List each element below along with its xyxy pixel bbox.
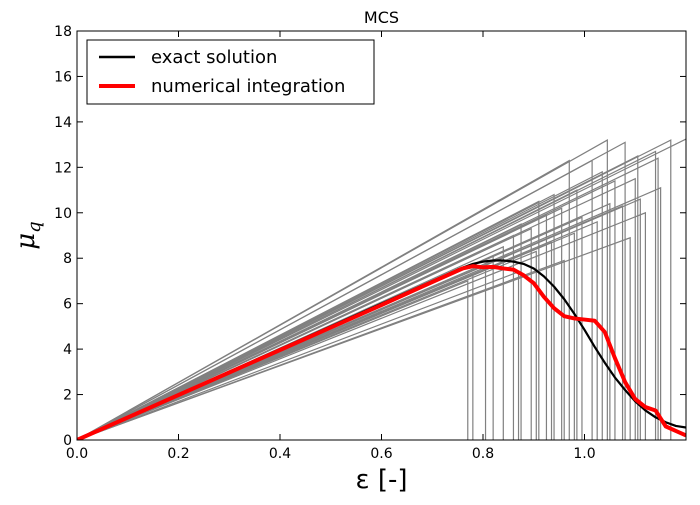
sample-line: [77, 200, 540, 440]
y-axis-label-group: μq: [11, 221, 45, 249]
x-tick-label: 0.2: [167, 446, 189, 462]
x-tick-label: 0.8: [472, 446, 494, 462]
y-tick-label: 2: [63, 388, 72, 404]
x-tick-label: 0.6: [370, 446, 392, 462]
sample-line: [77, 273, 474, 440]
x-tick-label: 1.0: [573, 446, 595, 462]
x-tick-label: 0.0: [66, 446, 88, 462]
y-tick-label: 16: [54, 69, 72, 85]
axis-ticks: 0.0 0.2 0.4 0.6 0.8 1.0 0 2 4 6 8 10 12 14 16 18: [54, 24, 686, 462]
x-tick-label: 0.4: [269, 446, 291, 462]
sample-line: [77, 234, 515, 440]
y-tick-label: 0: [63, 433, 72, 449]
x-axis-label: ε [-]: [356, 465, 408, 495]
y-tick-label: 14: [54, 115, 72, 131]
y-axis-label-main: μ: [11, 233, 41, 250]
y-tick-label: 10: [54, 206, 72, 222]
y-tick-label: 6: [63, 297, 72, 313]
chart-title: MCS: [364, 8, 399, 27]
y-tick-label: 12: [54, 160, 72, 176]
y-axis-label: μq: [11, 221, 45, 249]
y-tick-label: 4: [63, 342, 72, 358]
y-axis-label-subscript: q: [24, 221, 45, 233]
legend-box: [86, 39, 375, 105]
y-tick-label: 18: [54, 24, 72, 40]
sample-line: [77, 259, 565, 440]
series-line-numerical-integration: [77, 264, 686, 440]
sample-line: [77, 214, 548, 440]
series-lines: [77, 259, 686, 440]
sample-line: [77, 205, 624, 440]
sample-line: [77, 211, 647, 440]
sample-line: [77, 154, 639, 440]
sample-line: [77, 138, 686, 440]
sample-line: [77, 170, 603, 440]
sample-line: [77, 159, 593, 440]
legend: exact solution numerical integration: [86, 39, 375, 105]
legend-label-numerical-integration: numerical integration: [151, 76, 345, 97]
sample-line: [77, 280, 469, 440]
legend-label-exact-solution: exact solution: [151, 47, 277, 68]
sample-line: [77, 159, 570, 440]
sample-line: [77, 223, 522, 440]
sample-line: [77, 189, 578, 440]
y-tick-label: 8: [63, 251, 72, 267]
